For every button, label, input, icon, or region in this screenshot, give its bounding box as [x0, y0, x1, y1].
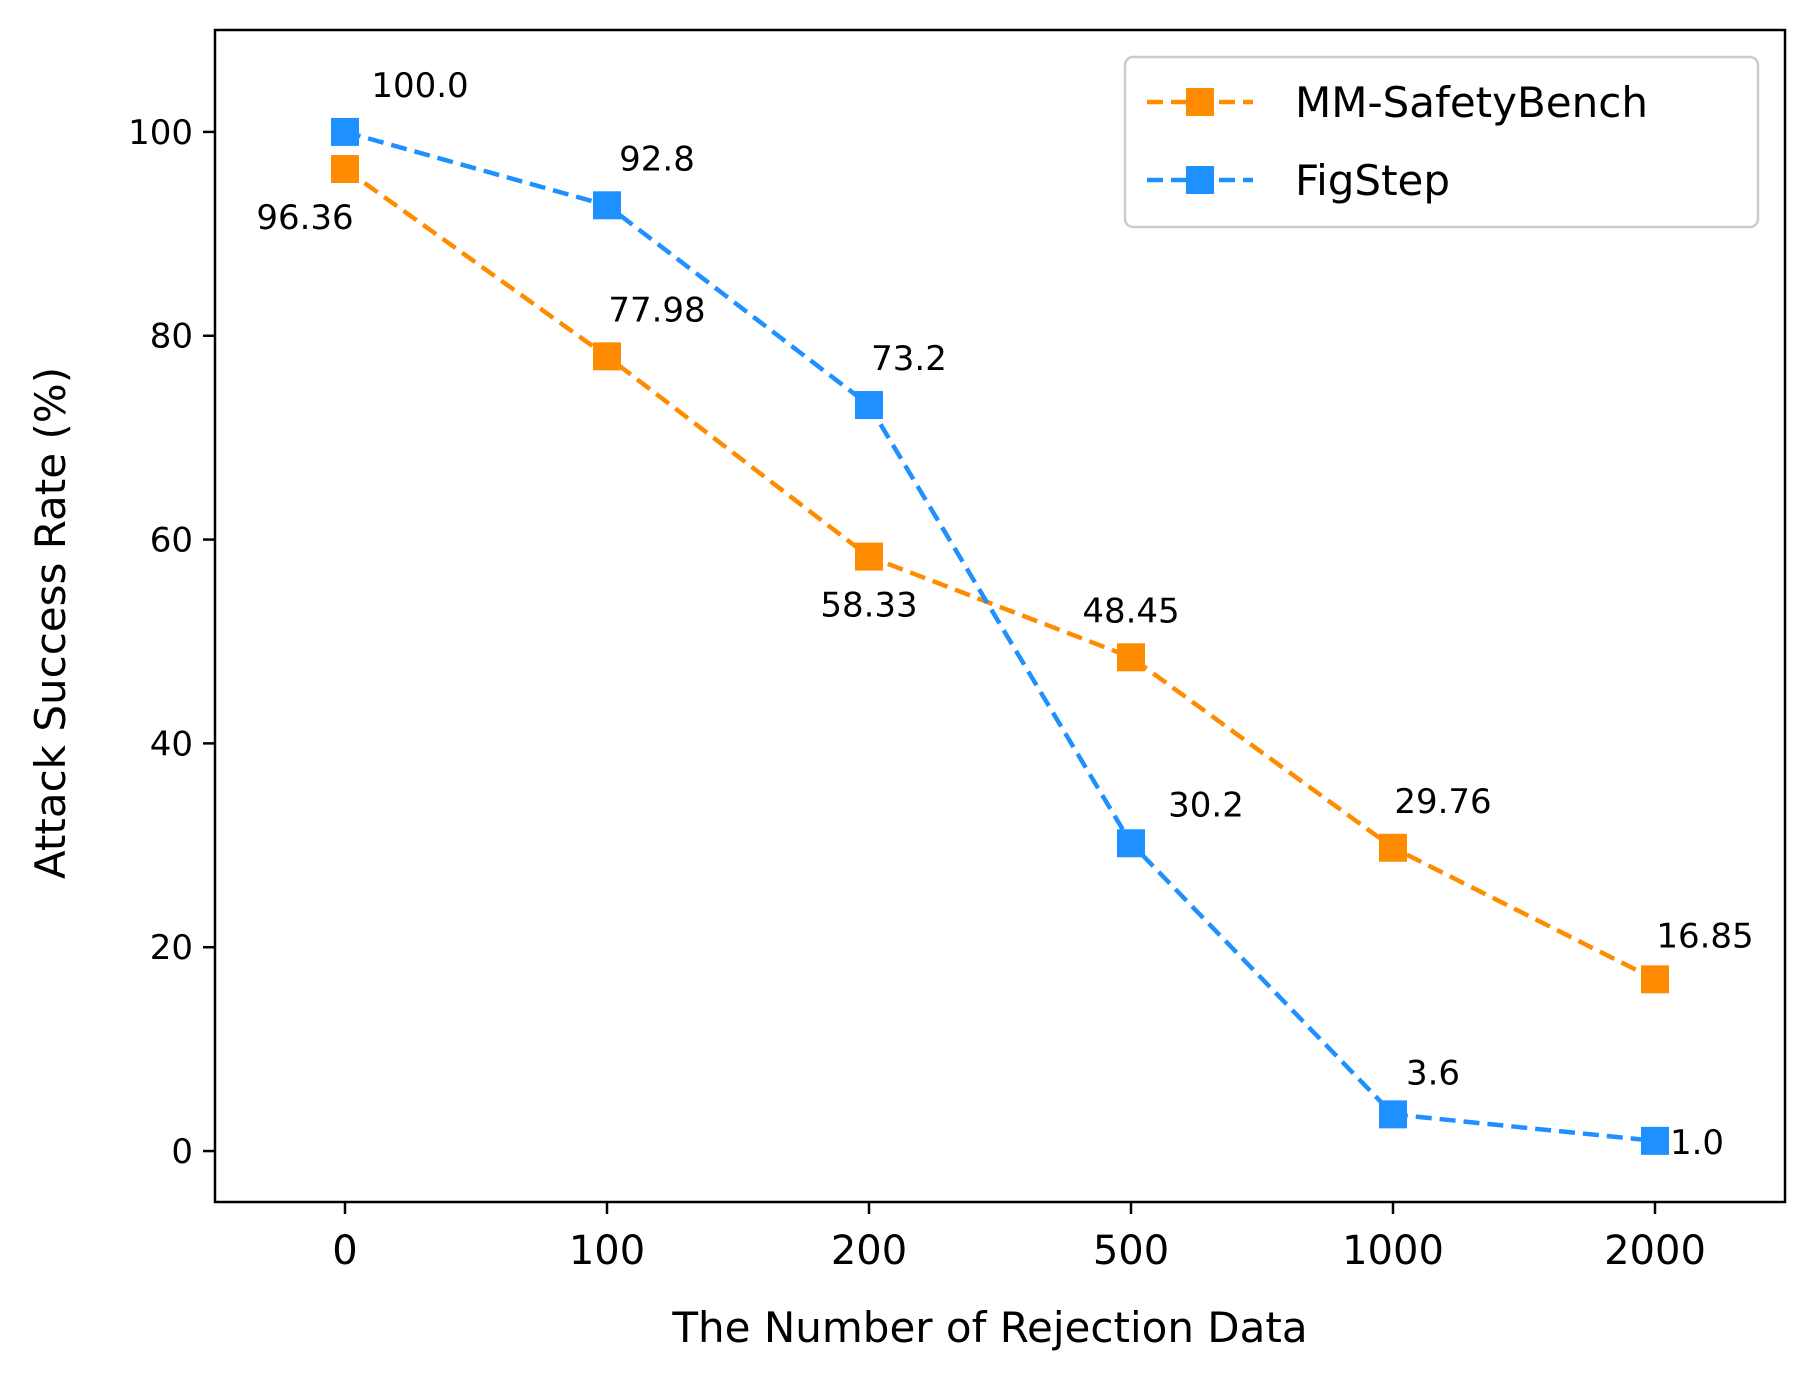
data-labels-layer: 96.36 77.98 58.33 48.45 29.76 16.85 100.0 92.8 7… — [256, 66, 1753, 1163]
data-point-mm-safetybench — [331, 155, 359, 184]
data-label: 73.2 — [871, 339, 947, 379]
legend-marker-swatch — [1186, 88, 1214, 116]
series-layer — [331, 117, 1669, 1155]
y-tick-label: 60 — [150, 521, 193, 561]
data-point-figstep — [1379, 1100, 1407, 1129]
x-tick-label: 500 — [1093, 1228, 1169, 1274]
legend-entry: MM-SafetyBench — [1147, 78, 1648, 127]
x-tick-label: 200 — [831, 1228, 907, 1274]
data-point-figstep — [331, 117, 359, 146]
legend: MM-SafetyBench FigStep — [1123, 55, 1760, 229]
legend-label: FigStep — [1295, 156, 1450, 205]
legend-marker-swatch — [1186, 166, 1214, 194]
data-point-mm-safetybench — [855, 542, 883, 571]
data-point-figstep — [855, 391, 883, 420]
data-label: 96.36 — [256, 198, 353, 238]
data-point-figstep — [1117, 829, 1145, 858]
data-label: 29.76 — [1394, 782, 1491, 822]
y-tick-label: 40 — [150, 724, 193, 764]
data-point-mm-safetybench — [1379, 833, 1407, 862]
series-line-figstep — [344, 129, 1656, 1144]
data-point-mm-safetybench — [1641, 965, 1669, 994]
legend-label: MM-SafetyBench — [1295, 78, 1648, 127]
data-label: 3.6 — [1406, 1053, 1460, 1093]
data-label: 77.98 — [608, 290, 705, 330]
x-tick-label: 100 — [569, 1228, 645, 1274]
data-label: 48.45 — [1082, 591, 1179, 631]
y-tick-label: 80 — [150, 317, 193, 357]
y-tick-label: 20 — [150, 928, 193, 968]
plot-frame — [213, 28, 1787, 1204]
x-axis-title: The Number of Rejection Data — [671, 1303, 1307, 1352]
data-label: 30.2 — [1168, 785, 1244, 825]
series-line-mm-safetybench — [343, 167, 1657, 982]
x-tick-label: 1000 — [1342, 1228, 1444, 1274]
data-point-figstep — [1641, 1126, 1669, 1155]
data-label: 92.8 — [619, 139, 695, 179]
series-figstep — [331, 117, 1669, 1155]
x-tick-label: 0 — [332, 1228, 357, 1274]
y-axis-title: Attack Success Rate (%) — [26, 367, 75, 879]
y-tick-label: 100 — [128, 113, 193, 153]
y-tick-label: 0 — [171, 1132, 193, 1172]
data-point-figstep — [593, 191, 621, 220]
legend-box — [1123, 55, 1760, 229]
series-mm-safetybench — [331, 155, 1669, 994]
legend-entry: FigStep — [1147, 156, 1450, 205]
data-label: 100.0 — [371, 66, 468, 106]
data-label: 58.33 — [820, 586, 917, 626]
data-point-mm-safetybench — [1117, 643, 1145, 672]
data-label: 1.0 — [1670, 1123, 1724, 1163]
data-label: 16.85 — [1656, 916, 1753, 956]
data-point-mm-safetybench — [593, 342, 621, 371]
x-tick-label: 2000 — [1604, 1228, 1706, 1274]
